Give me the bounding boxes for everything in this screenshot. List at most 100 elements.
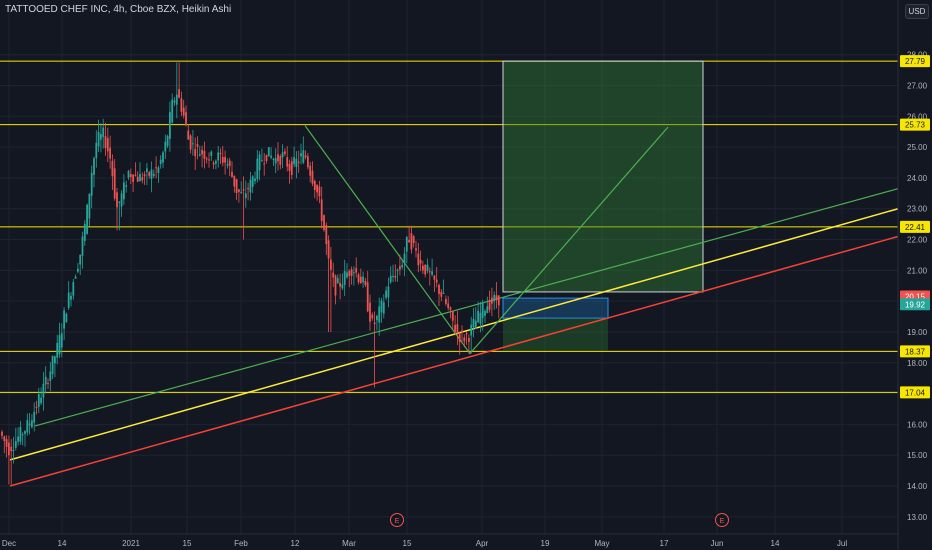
candle-body [212, 162, 215, 165]
candle-body [479, 312, 482, 324]
candle-body [93, 158, 95, 175]
candle-body [497, 295, 500, 306]
candle-body [491, 297, 493, 304]
time-tick-label: 12 [291, 539, 300, 548]
green-projection-path [304, 125, 669, 355]
candle-body [350, 269, 353, 276]
candle-body [412, 236, 415, 244]
candle-body [463, 337, 466, 342]
time-tick-label: 19 [541, 539, 550, 548]
candle-body [256, 158, 259, 180]
candle-body [385, 290, 387, 298]
candle-body [37, 394, 40, 407]
candle-body [382, 302, 385, 314]
candle-body [267, 147, 270, 157]
candle-body [300, 153, 302, 157]
candle-body [244, 193, 247, 199]
candle-body [81, 236, 84, 256]
candle-body [417, 253, 420, 266]
candle-body [419, 259, 422, 264]
candle-body [79, 254, 82, 265]
candle-body [488, 299, 491, 310]
candle-body [72, 282, 75, 296]
candle-body [148, 172, 151, 176]
candle-body [254, 178, 256, 182]
candle-body [88, 193, 91, 219]
candle-body [90, 173, 93, 196]
price-tick-label: 19.00 [907, 328, 928, 337]
candle-body [194, 149, 197, 157]
candle-body [325, 225, 328, 245]
candle-body [192, 143, 194, 145]
level-price-tag: 18.37 [905, 347, 926, 356]
price-tick-label: 14.00 [907, 482, 928, 491]
candle-body [240, 191, 243, 193]
candle-body [49, 371, 52, 381]
candle-body [86, 204, 88, 234]
time-tick-label: 15 [403, 539, 412, 548]
candle-body [182, 107, 185, 116]
candle-body [327, 240, 330, 259]
candle-body [431, 271, 433, 275]
candle-body [228, 160, 231, 167]
candle-body [157, 167, 160, 174]
candle-body [235, 179, 238, 194]
candle-body [155, 167, 157, 169]
candle-body [458, 333, 461, 342]
candle-body [74, 276, 77, 279]
time-tick-label: 17 [660, 539, 669, 548]
candle-body [109, 147, 111, 159]
candle-body [408, 240, 410, 243]
level-price-tag-bg [900, 118, 930, 131]
candle-body [265, 154, 268, 161]
candle-body [189, 135, 192, 150]
time-tick-label: 2021 [122, 539, 140, 548]
candle-body [180, 98, 183, 112]
candle-body [175, 94, 178, 105]
yellow-support-trendline [9, 208, 899, 461]
earnings-marker[interactable] [390, 513, 404, 527]
candle-body [171, 99, 174, 123]
candle-body [185, 112, 187, 126]
candle-body [100, 134, 102, 140]
candle-body [31, 420, 33, 428]
currency-button[interactable]: USD [905, 4, 929, 19]
candle-body [111, 160, 114, 177]
candle-body [224, 157, 226, 163]
candle-body [373, 322, 376, 325]
candle-body [152, 173, 155, 176]
candle-body [435, 279, 438, 283]
candle-body [454, 324, 456, 332]
candle-body [83, 223, 86, 241]
candle-body [129, 174, 132, 177]
candle-body [410, 233, 413, 250]
time-tick-label: Dec [2, 539, 16, 548]
candle-body [474, 320, 477, 330]
earnings-marker[interactable] [715, 513, 729, 527]
candle-body [162, 152, 164, 163]
entry-zone-box [502, 297, 609, 319]
candle-body [104, 136, 107, 149]
candle-body [233, 175, 236, 187]
candle-body [146, 168, 148, 172]
candle-body [17, 436, 19, 442]
candle-body [113, 168, 116, 199]
level-price-tag: 22.41 [905, 223, 926, 232]
candle-body [461, 330, 463, 333]
time-axis[interactable]: Dec 14 2021 15 Feb 12 Mar 15 Apr 19 May 17 Jun 14 Jul [2, 539, 847, 548]
candle-body [309, 165, 312, 176]
candle-body [251, 176, 254, 187]
candle-body [318, 186, 321, 197]
candles [1, 62, 500, 485]
candle-body [106, 138, 109, 152]
price-tick-label: 25.00 [907, 143, 928, 152]
candle-body [125, 185, 128, 187]
candle-body [118, 201, 121, 203]
candle-body [336, 278, 339, 284]
candle-body [348, 271, 351, 276]
candle-body [484, 311, 486, 316]
